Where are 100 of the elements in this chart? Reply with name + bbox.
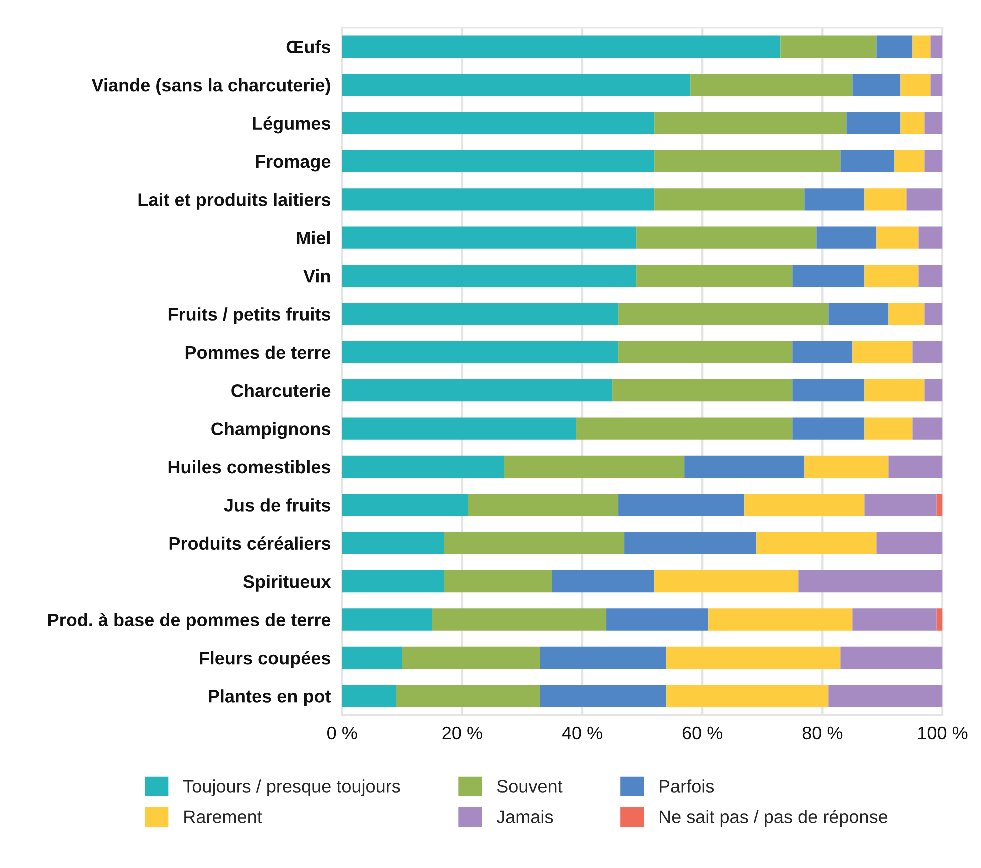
bar — [342, 685, 396, 708]
x-tick-label: 60 % — [682, 726, 723, 740]
bar — [504, 456, 685, 478]
bar — [342, 74, 691, 96]
bar — [342, 188, 655, 211]
y-tick-label: Œufs — [286, 40, 331, 54]
bar — [342, 341, 619, 364]
legend-label: Parfois — [660, 780, 714, 793]
legend-label: Souvent — [497, 780, 563, 793]
bar — [402, 646, 540, 670]
bar — [912, 341, 943, 364]
bar — [864, 188, 907, 211]
bar — [432, 608, 607, 631]
bar — [852, 74, 901, 96]
y-tick-label: Fleurs coupées — [200, 651, 331, 668]
bar — [618, 494, 745, 516]
bar — [864, 494, 937, 516]
bar — [654, 150, 841, 173]
bar — [906, 188, 943, 211]
bar — [912, 36, 931, 58]
bar — [540, 646, 667, 670]
y-tick-label: Produits céréaliers — [170, 536, 331, 550]
bar — [792, 341, 853, 364]
bar — [798, 570, 943, 593]
bar — [900, 112, 925, 134]
y-tick-label: Fromage — [256, 156, 331, 172]
bar — [756, 532, 877, 554]
y-tick-label: Jus de fruits — [224, 498, 331, 512]
bar — [636, 226, 817, 249]
bar — [654, 112, 847, 134]
bar — [540, 685, 667, 708]
bar — [918, 226, 943, 249]
bar — [792, 380, 865, 402]
bar — [624, 532, 757, 554]
bar — [342, 150, 655, 173]
bar — [888, 456, 943, 478]
bar — [924, 380, 943, 402]
bar — [612, 380, 793, 402]
bar — [864, 264, 919, 288]
bar — [708, 608, 853, 631]
bar — [852, 341, 913, 364]
bar — [684, 456, 805, 478]
legend-label: Rarement — [184, 810, 262, 824]
y-tick-label: Plantes en pot — [209, 690, 332, 706]
bar — [618, 303, 829, 326]
bar — [342, 112, 655, 134]
bar — [606, 608, 709, 631]
bar — [342, 418, 577, 440]
bar — [666, 685, 829, 708]
x-tick-label: 0 % — [328, 726, 358, 740]
bar — [876, 532, 943, 554]
bar — [828, 685, 943, 708]
bar — [912, 418, 943, 440]
bar — [804, 456, 889, 478]
bar — [342, 532, 444, 554]
bar — [792, 418, 865, 440]
y-tick-label: Spiritueux — [243, 575, 332, 592]
legend-label: Ne sait pas / pas de réponse — [660, 810, 888, 828]
bar — [924, 112, 943, 134]
y-tick-label: Pommes de terre — [186, 346, 331, 360]
bar — [924, 303, 943, 326]
bar — [342, 226, 637, 249]
bar — [918, 264, 943, 288]
bar — [636, 264, 793, 288]
bar — [342, 456, 504, 478]
bar — [342, 494, 468, 516]
bar — [864, 418, 913, 440]
y-tick-label: Légumes — [253, 116, 331, 134]
bar — [864, 380, 925, 402]
y-tick-label: Vin — [304, 269, 330, 283]
bar — [342, 570, 444, 593]
bar — [396, 685, 540, 708]
bar — [552, 570, 655, 593]
x-tick-label: 40 % — [562, 726, 602, 740]
y-tick-label: Lait et produits laitiers — [138, 193, 331, 210]
bar — [876, 36, 913, 58]
bar — [816, 226, 877, 249]
bar — [840, 150, 895, 173]
y-tick-label: Fruits / petits fruits — [168, 308, 331, 325]
bar — [342, 646, 402, 670]
bar — [930, 74, 943, 96]
bar — [744, 494, 865, 516]
bar — [852, 608, 937, 631]
bar — [444, 532, 625, 554]
bar — [924, 150, 943, 173]
bar — [780, 36, 877, 58]
bar — [654, 188, 805, 211]
bar — [888, 303, 925, 326]
legend-label: Jamais — [496, 810, 554, 824]
bar — [342, 303, 619, 326]
bar — [792, 264, 865, 288]
bar — [876, 226, 919, 249]
bar — [930, 36, 943, 58]
bar — [936, 494, 943, 516]
legend-label: Toujours / presque toujours — [184, 780, 400, 796]
bar — [840, 646, 943, 670]
bar — [576, 418, 793, 440]
bar — [936, 608, 943, 631]
bar — [342, 380, 613, 402]
bar — [654, 570, 799, 593]
